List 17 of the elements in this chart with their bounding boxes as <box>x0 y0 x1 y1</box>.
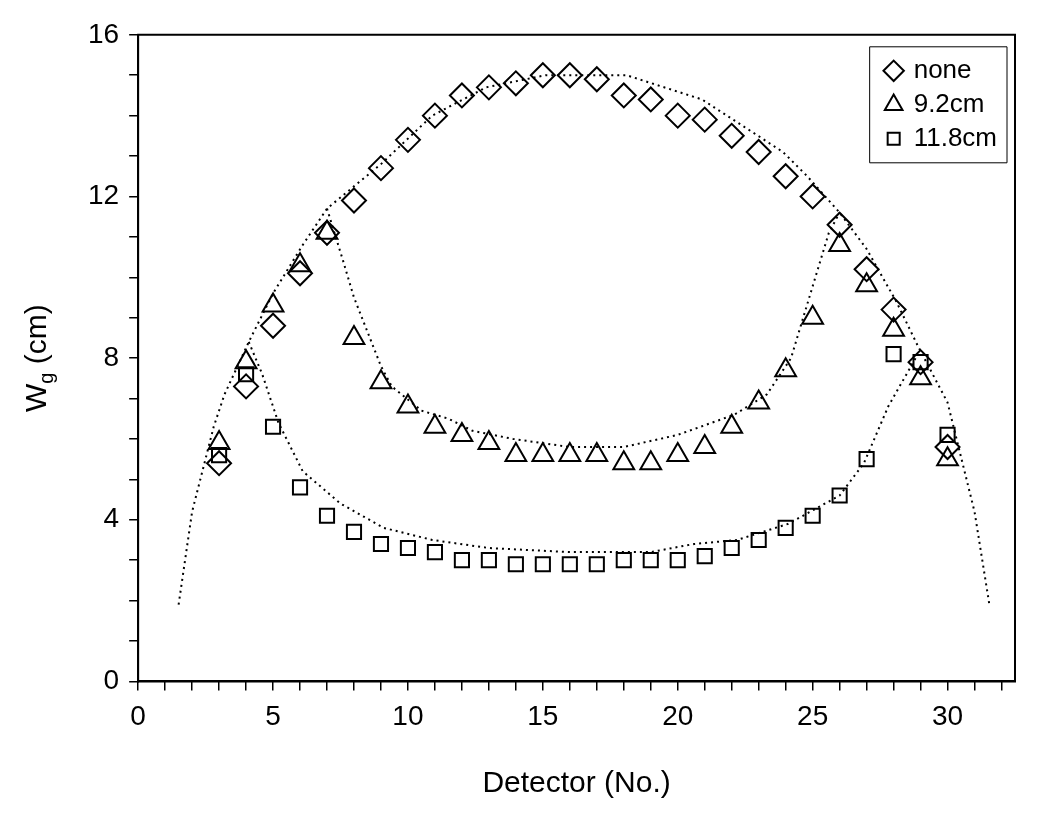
legend-label: 11.8cm <box>913 121 998 152</box>
x-tick-label: 10 <box>392 699 424 731</box>
y-tick-label: 4 <box>103 502 120 534</box>
y-tick-label: 8 <box>103 340 120 372</box>
x-tick-label: 15 <box>527 699 559 731</box>
x-tick-label: 20 <box>662 699 694 731</box>
x-tick-label: 30 <box>931 699 964 731</box>
x-axis-title: Detector (No.) <box>482 765 671 799</box>
y-tick-label: 16 <box>87 17 120 49</box>
y-axis-title: Wg (cm) <box>19 304 57 412</box>
legend-label: none <box>913 53 972 84</box>
legend-label: 9.2cm <box>913 87 985 118</box>
y-tick-label: 0 <box>103 664 120 696</box>
y-tick-label: 12 <box>87 179 120 211</box>
x-tick-label: 25 <box>797 699 829 731</box>
x-tick-label: 0 <box>130 699 146 731</box>
x-tick-label: 5 <box>265 699 281 731</box>
